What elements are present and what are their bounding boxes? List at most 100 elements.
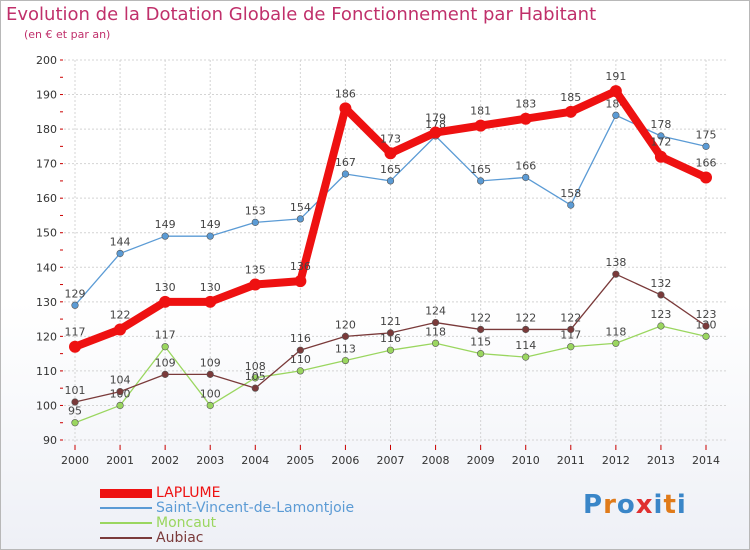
data-point-laplume — [114, 323, 127, 336]
x-tick-label: 2006 — [331, 454, 359, 467]
data-label-aubiac: 101 — [65, 384, 86, 397]
logo-letter: r — [603, 490, 617, 520]
x-tick-label: 2014 — [692, 454, 720, 467]
data-point-moncaut — [341, 356, 350, 365]
data-label-aubiac: 120 — [335, 318, 356, 331]
data-point-moncaut — [386, 346, 395, 354]
x-tick-label: 2010 — [512, 454, 540, 467]
data-point-saint-vincent-de-lamontjoie — [477, 177, 485, 185]
data-point-moncaut — [296, 367, 304, 375]
data-label-laplume: 185 — [560, 91, 581, 104]
x-tick-label: 2013 — [647, 454, 675, 467]
data-label-aubiac: 105 — [245, 370, 266, 383]
data-point-saint-vincent-de-lamontjoie — [567, 201, 575, 209]
data-label-laplume: 183 — [515, 98, 536, 111]
data-point-moncaut — [71, 419, 79, 427]
data-label-laplume: 117 — [65, 326, 86, 339]
data-label-aubiac: 109 — [155, 356, 176, 369]
logo-letter: i — [653, 490, 664, 520]
data-point-laplume — [69, 340, 81, 353]
y-tick-label: 180 — [36, 123, 57, 136]
logo-letter: o — [616, 490, 636, 520]
data-point-moncaut — [702, 332, 710, 340]
legend-item: Saint-Vincent-de-Lamontjoie — [100, 500, 354, 516]
data-label-saint-vincent-de-lamontjoie: 165 — [470, 163, 491, 176]
data-point-saint-vincent-de-lamontjoie — [116, 249, 124, 258]
data-label-saint-vincent-de-lamontjoie: 153 — [245, 204, 266, 217]
legend-item: Aubiac — [100, 530, 204, 546]
x-tick-label: 2012 — [602, 454, 630, 467]
data-point-aubiac — [431, 318, 440, 327]
data-point-saint-vincent-de-lamontjoie — [251, 218, 259, 226]
data-point-aubiac — [116, 388, 124, 396]
data-label-laplume: 122 — [110, 308, 131, 321]
data-label-moncaut: 95 — [68, 405, 82, 418]
data-label-saint-vincent-de-lamontjoie: 165 — [380, 163, 401, 176]
data-point-laplume — [204, 295, 217, 308]
data-label-saint-vincent-de-lamontjoie: 149 — [155, 218, 176, 231]
data-label-moncaut: 123 — [650, 308, 671, 321]
legend-swatch — [100, 507, 152, 509]
data-point-aubiac — [567, 325, 575, 334]
data-point-saint-vincent-de-lamontjoie — [296, 215, 304, 223]
data-point-aubiac — [341, 332, 350, 340]
x-tick-label: 2007 — [377, 454, 405, 467]
x-tick-label: 2004 — [241, 454, 269, 467]
data-point-laplume — [159, 295, 172, 308]
data-label-laplume: 173 — [380, 132, 401, 145]
data-label-laplume: 186 — [335, 87, 356, 100]
data-label-moncaut: 100 — [200, 387, 221, 400]
data-label-moncaut: 108 — [245, 360, 266, 373]
y-tick-label: 100 — [36, 399, 57, 412]
data-label-saint-vincent-de-lamontjoie: 158 — [560, 187, 581, 200]
legend-swatch — [100, 522, 152, 524]
data-point-saint-vincent-de-lamontjoie — [206, 232, 214, 240]
data-label-moncaut: 113 — [335, 343, 356, 356]
data-label-laplume: 130 — [200, 281, 221, 294]
data-label-moncaut: 117 — [560, 329, 581, 342]
data-point-saint-vincent-de-lamontjoie — [657, 132, 665, 140]
data-point-moncaut — [116, 401, 124, 410]
data-label-moncaut: 114 — [515, 339, 536, 352]
legend-label: Moncaut — [156, 515, 217, 531]
data-label-laplume: 130 — [155, 281, 176, 294]
legend-item: LAPLUME — [100, 485, 220, 501]
data-point-laplume — [609, 85, 622, 98]
y-tick-label: 110 — [36, 365, 57, 378]
data-point-aubiac — [657, 291, 665, 299]
data-label-aubiac: 123 — [696, 308, 717, 321]
logo-letter: i — [676, 490, 687, 520]
data-point-saint-vincent-de-lamontjoie — [702, 142, 710, 150]
data-point-saint-vincent-de-lamontjoie — [612, 111, 620, 119]
data-point-laplume — [339, 102, 352, 115]
data-point-moncaut — [251, 374, 259, 382]
data-point-laplume — [564, 105, 577, 118]
data-label-laplume: 166 — [696, 156, 717, 169]
data-label-laplume: 135 — [245, 264, 266, 277]
data-point-laplume — [654, 150, 667, 163]
x-tick-label: 2000 — [61, 454, 89, 467]
data-label-saint-vincent-de-lamontjoie: 149 — [200, 218, 221, 231]
logo-letter: P — [583, 490, 604, 520]
data-point-moncaut — [477, 350, 485, 358]
y-tick-label: 120 — [36, 330, 57, 343]
x-tick-label: 2005 — [286, 454, 314, 467]
data-point-laplume — [249, 278, 262, 291]
data-point-moncaut — [612, 339, 620, 347]
data-point-saint-vincent-de-lamontjoie — [161, 232, 169, 240]
data-point-aubiac — [251, 384, 259, 392]
data-point-aubiac — [296, 346, 304, 354]
data-point-saint-vincent-de-lamontjoie — [341, 170, 350, 178]
data-point-laplume — [384, 147, 397, 160]
data-label-moncaut: 117 — [155, 329, 176, 342]
y-tick-label: 190 — [36, 89, 57, 102]
x-tick-label: 2011 — [557, 454, 585, 467]
chart-title: Evolution de la Dotation Globale de Fonc… — [6, 4, 597, 25]
data-point-saint-vincent-de-lamontjoie — [71, 301, 79, 309]
data-label-saint-vincent-de-lamontjoie: 154 — [290, 201, 311, 214]
data-point-aubiac — [612, 270, 620, 278]
data-point-aubiac — [161, 370, 169, 378]
data-label-aubiac: 121 — [380, 315, 401, 328]
data-point-aubiac — [386, 329, 395, 337]
